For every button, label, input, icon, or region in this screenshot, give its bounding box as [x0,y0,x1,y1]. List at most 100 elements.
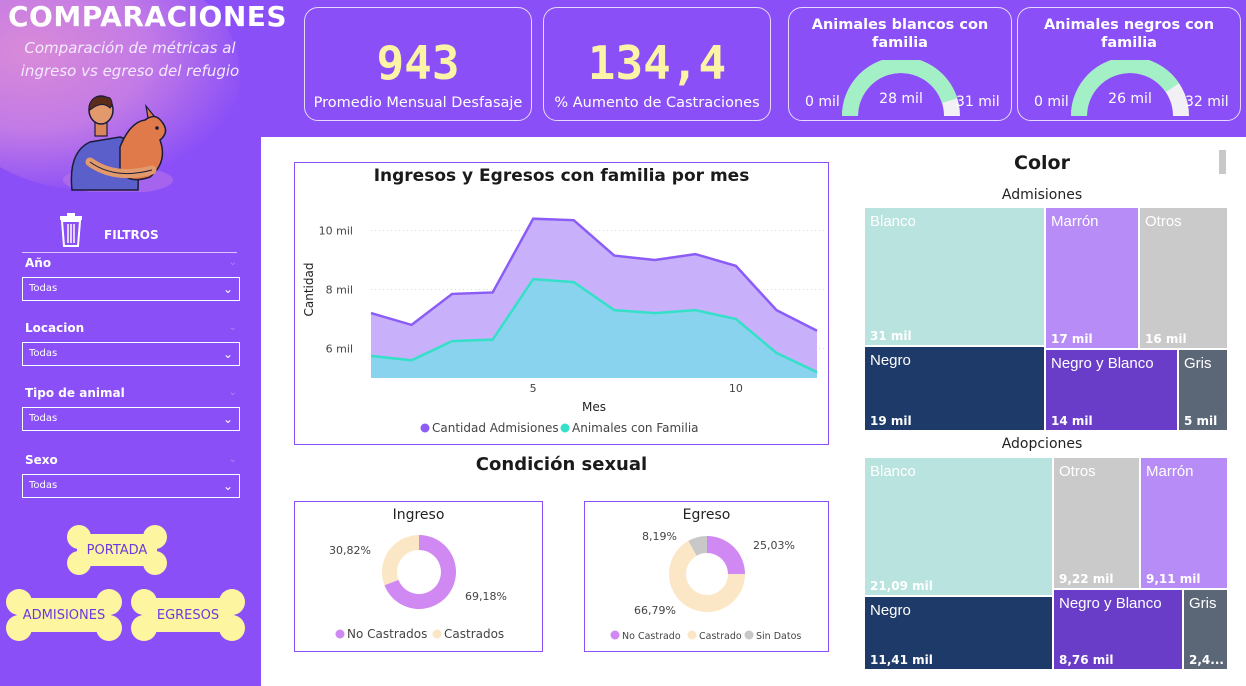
series-admisiones-line [370,217,818,332]
legend-dot [560,423,570,433]
filter-sex-select[interactable]: Todas ⌄ [22,474,240,498]
filter-year-select[interactable]: Todas ⌄ [22,277,240,301]
donut-slice [669,540,745,612]
egresos-button[interactable]: EGRESOS [130,588,246,642]
x-tick-label: 5 [530,382,537,395]
filter-animal-type-select[interactable]: Todas ⌄ [22,407,240,431]
chevron-down-icon: ⌄ [228,257,237,268]
donut-egreso[interactable]: Egreso 25,03% 66,79% 8,19% No Castrado Castra… [585,502,828,651]
x-axis-label: Mes [582,400,606,414]
gauge-min: 0 mil [1034,94,1069,110]
y-tick-label: 8 mil [326,284,353,297]
adopciones-title: Adopciones [1001,436,1083,452]
kpi-label: Promedio Mensual Desfasaje [313,95,523,111]
legend-label: Castrados [444,627,504,641]
page-title: COMPARACIONES [8,0,288,33]
donut-egreso-panel: Egreso 25,03% 66,79% 8,19% No Castrado Castra… [584,501,829,652]
gauge-min: 0 mil [805,94,840,110]
kpi-label: % Aumento de Castraciones [554,95,760,111]
donut-title: Egreso [683,507,731,523]
donut-ingreso-panel: Ingreso 69,18% 30,82% No Castrados Castrados [294,501,543,652]
treemap-admisiones: Blanco 31 mil Marrón 17 mil Otros 16 mil Ne… [865,208,1227,430]
legend-label: Sin Datos [756,631,801,642]
filter-animal-type: Tipo de animal ⌄ Todas ⌄ [22,384,240,431]
series-familia-line [370,277,818,374]
treemap-cell[interactable]: Negro 11,41 mil [865,597,1052,669]
filter-sex-label: Sexo [25,452,58,467]
page-subtitle: Comparación de métricas al ingreso vs eg… [20,39,240,80]
admisiones-button[interactable]: ADMISIONES [5,588,123,642]
kpi-value: 134,4 [587,36,727,90]
legend-dot [687,630,697,640]
portada-button[interactable]: PORTADA [65,524,169,576]
gauge-max: 32 mil [1185,94,1229,110]
bone-icon [6,589,122,641]
chart-title: Ingresos y Egresos con familia por mes [373,166,750,186]
treemap-cell[interactable]: Otros 9,22 mil [1054,458,1139,588]
treemap-cell[interactable]: Blanco 21,09 mil [865,458,1052,595]
y-tick-label: 10 mil [319,225,353,238]
donut-ingreso[interactable]: Ingreso 69,18% 30,82% No Castrados Castrados [295,502,542,651]
slice-label: 8,19% [642,530,677,543]
chevron-down-icon: ⌄ [222,479,233,493]
kpi-card-desfasaje: 943 Promedio Mensual Desfasaje [304,7,532,121]
donut-slice [384,535,456,609]
bone-icon [67,525,167,575]
admisiones-title: Admisiones [1001,187,1083,203]
treemap-cell[interactable]: Otros 16 mil [1140,208,1227,348]
legend-label: No Castrado [622,631,681,642]
filter-location-select[interactable]: Todas ⌄ [22,342,240,366]
y-axis-label: Cantidad [302,263,316,317]
treemap-cell[interactable]: Marrón 9,11 mil [1141,458,1227,588]
color-title: Color [1014,152,1070,174]
gauge-arc [842,60,960,117]
legend-dot [610,630,620,640]
donut-slice [707,536,745,575]
donut-title: Ingreso [393,507,445,523]
gauge-max: 31 mil [956,94,1000,110]
condicion-title: Condición sexual [475,454,648,475]
x-tick-label: 10 [729,382,743,395]
chevron-down-icon: ⌄ [222,347,233,361]
admisiones-label: ADMISIONES [22,607,106,623]
chevron-down-icon: ⌄ [228,387,237,398]
gauge-value: 28 mil [879,91,923,107]
area-chart[interactable]: 6 mil 8 mil 10 mil 5 10 Mes Cantidad Cantidad A… [295,163,828,444]
donut-slice [382,535,419,586]
treemap-cell[interactable]: Gris 5 mil [1179,350,1227,430]
gauge-card-negros: Animales negros con familia 0 mil 26 mil… [1017,7,1241,121]
filter-animal-type-label: Tipo de animal [25,385,125,400]
legend-dot [744,630,754,640]
filter-year: Año ⌄ Todas ⌄ [22,254,240,301]
egresos-label: EGRESOS [156,607,220,623]
filter-location-label: Locacion [25,320,85,335]
treemap-cell[interactable]: Marrón 17 mil [1046,208,1138,348]
chevron-down-icon: ⌄ [228,454,237,465]
treemap-cell[interactable]: Gris 2,4... [1184,590,1227,669]
clear-filters-icon[interactable] [58,213,84,247]
chevron-down-icon: ⌄ [222,282,233,296]
treemap-cell[interactable]: Negro y Blanco 8,76 mil [1054,590,1182,669]
filters-title: FILTROS [104,228,159,242]
series-familia-area [371,279,817,378]
filter-sex: Sexo ⌄ Todas ⌄ [22,451,240,498]
legend-label: Castrado [699,631,742,642]
slice-label: 66,79% [634,604,676,617]
treemap-cell[interactable]: Negro y Blanco 14 mil [1046,350,1177,430]
portada-label: PORTADA [86,542,148,558]
gauge-title: Animales blancos con familia [811,17,989,51]
treemap-cell[interactable]: Blanco 31 mil [865,208,1044,345]
treemap-adopciones: Blanco 21,09 mil Otros 9,22 mil Marrón 9,11… [865,458,1227,669]
y-tick-label: 6 mil [326,343,353,356]
kpi-card-castraciones: 134,4 % Aumento de Castraciones [543,7,771,121]
slice-label: 25,03% [753,539,795,552]
filter-year-label: Año [25,255,52,270]
legend-label: No Castrados [347,627,427,641]
gauge-arc [1071,60,1189,117]
filter-location: Locacion ⌄ Todas ⌄ [22,319,240,366]
chevron-down-icon: ⌄ [228,322,237,333]
gauge-title: Animales negros con familia [1043,17,1215,51]
treemap-cell[interactable]: Negro 19 mil [865,347,1044,430]
scrollbar[interactable] [1219,150,1226,174]
donut-slice [688,536,707,556]
